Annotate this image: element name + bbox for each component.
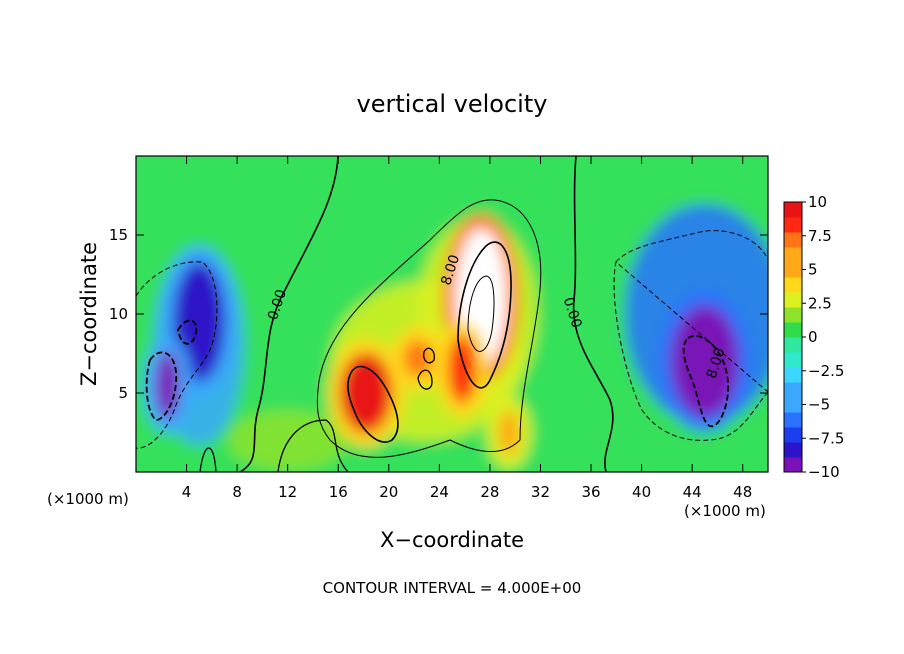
field-region-4 [227,410,348,471]
plot-area: 0.008.000.008.00 [136,156,768,472]
colorbar-tick-label: −2.5 [808,362,844,380]
colorbar-band [784,277,802,293]
contour-8-left [347,365,399,443]
contour-neg8-left [145,319,198,421]
updraft-cell-3 [403,340,432,377]
zero-contour-lower-left [199,419,349,472]
colorbar-band [784,292,802,308]
colorbar-ticks: 10 7.5 5 2.5 0 −2.5 −5 −7.5 −10 [802,193,844,481]
updraft-cell-2 [340,353,393,433]
contour-neg4-right [613,230,768,441]
downdraft-cell-7 [155,351,180,420]
x-tick-label: 28 [480,483,499,501]
updraft-cell-1 [448,335,477,404]
contour-neg4-left [136,261,218,449]
x-tick-label: 12 [278,483,297,501]
x-ticks: 4 8 12 16 20 24 28 32 36 40 44 48 [182,156,752,501]
x-multiplier-right: (×1000 m) [684,502,766,520]
x-multiplier-left: (×1000 m) [47,490,129,508]
colorbar-band [784,217,802,233]
colorbar [783,201,803,473]
x-tick-label: 44 [683,483,702,501]
colorbar-tick-label: 0 [808,328,818,346]
y-axis-label: Z−coordinate [77,242,101,386]
colorbar-band [784,367,802,383]
x-tick-label: 8 [232,483,242,501]
colorbar-band [784,427,802,443]
downdraft-cell-5 [670,305,739,418]
colorbar-tick-label: 7.5 [808,227,832,245]
x-axis-label: X−coordinate [380,528,524,552]
velocity-field [136,156,768,472]
y-ticks: 5 10 15 [109,226,768,402]
contour-12-core [467,275,495,352]
x-tick-label: 36 [581,483,600,501]
colorbar-band [784,457,802,473]
colorbar-band [784,247,802,263]
colorbar-band [784,412,802,428]
x-tick-label: 16 [329,483,348,501]
x-tick-label: 4 [182,483,192,501]
downdraft-cell-6 [173,261,226,382]
colorbar-band [784,352,802,368]
contour-8-core [457,241,512,389]
colorbar-tick-label: 10 [808,193,827,211]
zero-contour-right [572,156,614,472]
contour-8-center [417,347,435,390]
contour-neg8-right [682,335,729,428]
colorbar-band [784,382,802,398]
x-tick-label: 32 [531,483,550,501]
colorbar-tick-label: −10 [808,463,840,481]
colorbar-band [784,202,802,218]
contour-4-main [316,199,542,458]
colorbar-band [784,307,802,323]
x-tick-label: 48 [733,483,752,501]
x-tick-label: 40 [632,483,651,501]
colorbar-tick-label: −7.5 [808,429,844,447]
contour-interval-note: CONTOUR INTERVAL = 4.000E+00 [323,579,582,597]
y-tick-label: 5 [118,384,128,402]
x-tick-label: 24 [430,483,449,501]
updraft-cell-4 [498,410,519,455]
colorbar-band [784,232,802,248]
y-tick-label: 10 [109,305,128,323]
colorbar-tick-label: −5 [808,396,830,414]
colorbar-tick-label: 2.5 [808,294,832,312]
chart-title: vertical velocity [357,90,548,118]
colorbar-band [784,397,802,413]
y-tick-label: 15 [109,226,128,244]
colorbar-band [784,322,802,338]
x-tick-label: 20 [379,483,398,501]
contour-lines [136,156,768,472]
colorbar-band [784,262,802,278]
colorbar-tick-label: 5 [808,261,818,279]
colorbar-band [784,442,802,458]
zero-contour-left [239,156,339,472]
colorbar-band [784,337,802,353]
